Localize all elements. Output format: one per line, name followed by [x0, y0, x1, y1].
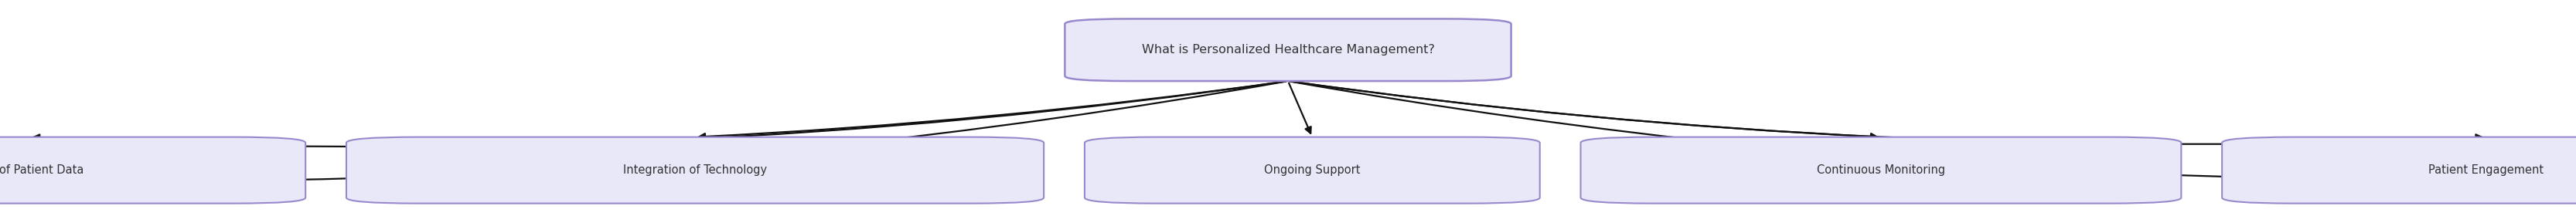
FancyBboxPatch shape [345, 137, 1043, 203]
Text: Continuous Monitoring: Continuous Monitoring [1816, 164, 1945, 176]
Text: Use of Patient Data: Use of Patient Data [0, 164, 85, 176]
FancyBboxPatch shape [1582, 137, 2182, 203]
FancyBboxPatch shape [1064, 19, 1512, 81]
Text: Patient Engagement: Patient Engagement [2429, 164, 2543, 176]
Text: Ongoing Support: Ongoing Support [1265, 164, 1360, 176]
Text: What is Personalized Healthcare Management?: What is Personalized Healthcare Manageme… [1141, 44, 1435, 56]
FancyBboxPatch shape [2223, 137, 2576, 203]
Text: Integration of Technology: Integration of Technology [623, 164, 768, 176]
FancyBboxPatch shape [1084, 137, 1540, 203]
FancyBboxPatch shape [0, 137, 307, 203]
